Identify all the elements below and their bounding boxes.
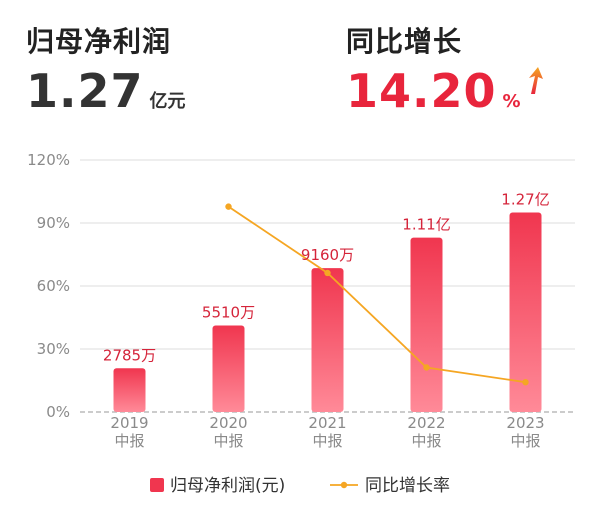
growth-point [423,364,430,371]
x-tick-year: 2021 [308,414,346,432]
yoy-growth-value-group: 14.20 % [346,64,545,118]
y-tick-label: 0% [46,403,70,421]
net-profit-value-group: 1.27 亿元 [26,64,186,118]
y-tick-label: 90% [37,214,70,232]
profit-bar [212,325,245,412]
profit-bar [410,237,443,412]
y-tick-label: 60% [37,277,70,295]
x-tick-year: 2020 [209,414,247,432]
legend-label-line: 同比增长率 [365,476,450,496]
x-tick-period: 中报 [411,432,441,450]
x-tick-period: 中报 [213,432,243,450]
growth-point [225,203,232,210]
growth-point [522,378,529,386]
x-tick-year: 2022 [407,414,445,432]
x-tick-year: 2019 [110,414,148,432]
x-tick-period: 中报 [312,432,342,450]
profit-bar [509,212,542,412]
net-profit-unit: 亿元 [149,91,186,112]
y-tick-label: 120% [27,151,70,169]
bar-value-label: 5510万 [202,303,255,321]
yoy-growth-label: 同比增长 [346,25,463,58]
bar-value-label: 1.11亿 [402,216,450,234]
legend: 归母净利润(元) 同比增长率 [150,476,450,496]
up-arrow-icon [525,66,545,100]
x-tick-year: 2023 [506,414,544,432]
yoy-growth-value: 14.20 [346,64,497,118]
growth-line [225,203,529,386]
profit-bar [113,368,146,412]
bar-value-label: 9160万 [301,246,354,264]
legend-swatch-point [340,481,348,489]
profit-bar [311,268,344,412]
y-tick-label: 30% [37,340,70,358]
legend-swatch-bar [150,478,164,492]
net-profit-value: 1.27 [26,64,144,118]
y-axis-ticks: 0% 30% 60% 90% 120% [27,151,70,421]
growth-point [324,269,331,277]
growth-line-path [227,205,526,384]
x-tick-period: 中报 [510,432,540,450]
bar-value-label: 2785万 [103,346,156,364]
bar-value-label: 1.27亿 [501,191,549,209]
legend-label-bar: 归母净利润(元) [170,476,285,496]
profit-bars [113,212,542,412]
x-tick-period: 中报 [114,432,144,450]
bar-data-labels: 2785万 5510万 9160万 1.11亿 1.27亿 [103,191,550,365]
net-profit-label: 归母净利润 [26,25,172,58]
yoy-growth-unit: % [502,91,521,112]
